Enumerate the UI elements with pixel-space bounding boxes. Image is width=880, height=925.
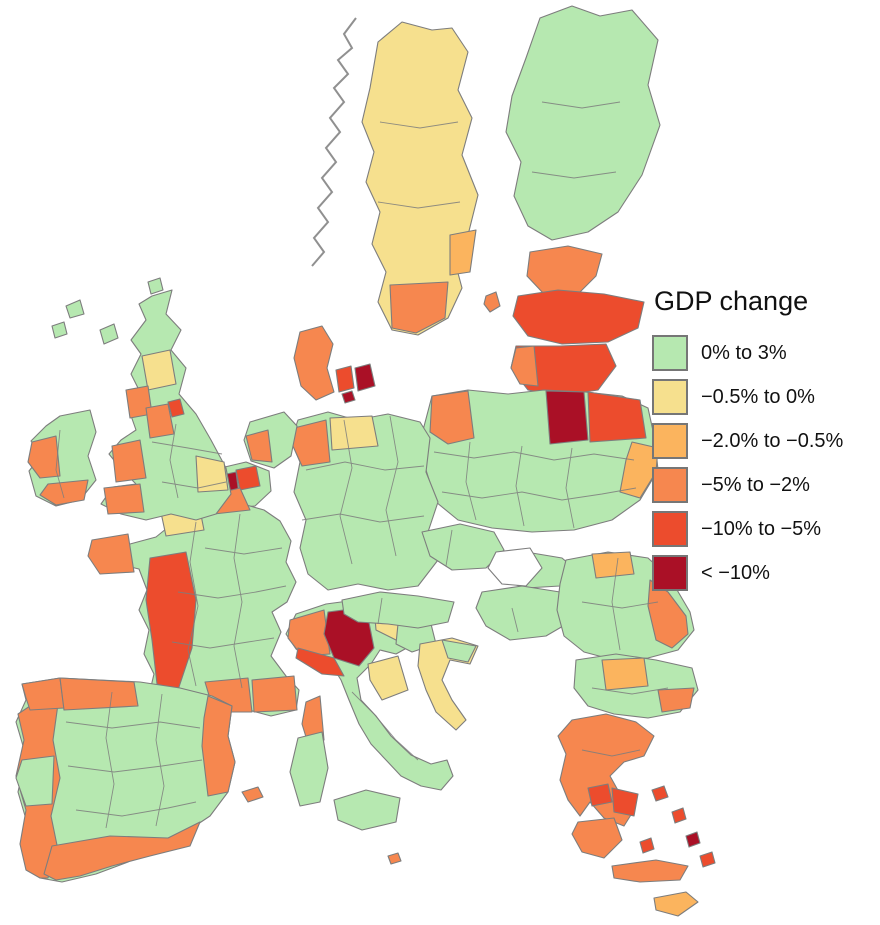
- legend-item: −10% to −5%: [652, 511, 843, 547]
- region-bulgaria-east: [657, 687, 695, 713]
- legend-title: GDP change: [654, 286, 809, 316]
- region-england-southwest: [103, 483, 145, 515]
- region-latvia: [512, 289, 645, 345]
- region-sweden-east-coast: [449, 229, 477, 276]
- region-austria: [341, 591, 455, 629]
- region-rhodes: [699, 851, 716, 868]
- region-england-southeast: [195, 455, 229, 493]
- legend-label: −0.5% to 0%: [701, 385, 815, 408]
- legend-item: −0.5% to 0%: [652, 379, 843, 415]
- legend-swatch-green: [652, 335, 688, 371]
- region-romania-north: [591, 551, 635, 579]
- legend-swatch-dark-red: [652, 555, 688, 591]
- region-bulgaria-central: [601, 657, 649, 691]
- region-galicia: [21, 677, 65, 711]
- legend-label: < −10%: [701, 561, 770, 584]
- legend-swatch-red: [652, 511, 688, 547]
- region-belgium-coast: [235, 465, 261, 491]
- region-croatia-north: [441, 639, 477, 663]
- region-germany-north: [329, 415, 379, 451]
- region-isle-skye: [99, 323, 119, 345]
- internal-region-borders: [55, 101, 669, 829]
- legend-swatch-yellow: [652, 379, 688, 415]
- region-italy-liguria: [295, 647, 345, 677]
- region-cyprus: [653, 891, 699, 917]
- region-aegean-island-1: [651, 785, 669, 802]
- region-netherlands-west: [245, 429, 273, 463]
- region-aegean-island-3: [685, 831, 701, 848]
- region-england-northeast: [167, 398, 185, 418]
- legend-item: −2.0% to −0.5%: [652, 423, 843, 459]
- region-aegean-island-4: [639, 837, 655, 854]
- region-greece: [557, 713, 655, 827]
- region-france-provence: [251, 675, 298, 713]
- region-denmark-funen: [335, 365, 355, 393]
- region-lithuania-west: [510, 345, 539, 387]
- region-germany-northwest: [291, 419, 331, 467]
- region-peloponnese: [571, 817, 623, 859]
- region-poland-northwest: [429, 390, 475, 445]
- map-legend: GDP change 0% to 3% −0.5% to 0% −2.0% to…: [652, 286, 843, 599]
- region-malta: [387, 852, 402, 865]
- region-spain-north-coast: [59, 677, 139, 711]
- region-denmark-jutland: [293, 325, 335, 401]
- region-hungary: [475, 585, 577, 641]
- region-italy-adriatic: [367, 655, 409, 701]
- region-denmark-zealand: [354, 363, 376, 392]
- norway-coastline-decoration: [311, 17, 357, 267]
- region-denmark-isle-small: [341, 390, 356, 404]
- region-ireland-west: [27, 435, 61, 479]
- legend-swatch-light-orange: [652, 423, 688, 459]
- region-ireland-south: [39, 479, 89, 506]
- region-wales: [111, 439, 147, 483]
- region-isle-hebrides-2: [51, 321, 68, 339]
- region-gotland: [483, 291, 501, 313]
- region-france-brittany: [87, 533, 135, 575]
- legend-label: −5% to −2%: [701, 473, 810, 496]
- region-crete: [611, 859, 689, 883]
- region-scotland-east: [141, 349, 177, 391]
- region-greece-macedonia: [587, 783, 613, 807]
- legend-label: −2.0% to −0.5%: [701, 429, 844, 452]
- region-poland-pomerania: [545, 390, 589, 445]
- region-romania-east: [647, 579, 689, 649]
- region-spain-east-coast: [201, 695, 236, 797]
- legend-label: −10% to −5%: [701, 517, 822, 540]
- region-greece-attica: [611, 787, 639, 817]
- region-sicily: [333, 789, 401, 831]
- region-isle-orkney: [147, 277, 164, 295]
- region-sweden: [361, 21, 479, 336]
- region-portugal-alentejo: [15, 755, 55, 807]
- region-balearics: [241, 786, 264, 803]
- region-no-data: [487, 547, 543, 587]
- legend-label: 0% to 3%: [701, 341, 787, 364]
- legend-item: 0% to 3%: [652, 335, 843, 371]
- region-aegean-island-2: [671, 807, 687, 824]
- legend-swatch-orange: [652, 467, 688, 503]
- region-estonia: [526, 245, 603, 295]
- region-spain-south: [43, 821, 201, 881]
- region-isle-hebrides-1: [65, 299, 85, 319]
- legend-item: < −10%: [652, 555, 843, 591]
- region-sardinia: [289, 731, 329, 807]
- region-finland: [505, 5, 661, 241]
- region-sweden-south: [389, 281, 449, 334]
- map-regions: [15, 5, 716, 917]
- region-poland-warmia: [587, 391, 647, 443]
- legend-item: −5% to −2%: [652, 467, 843, 503]
